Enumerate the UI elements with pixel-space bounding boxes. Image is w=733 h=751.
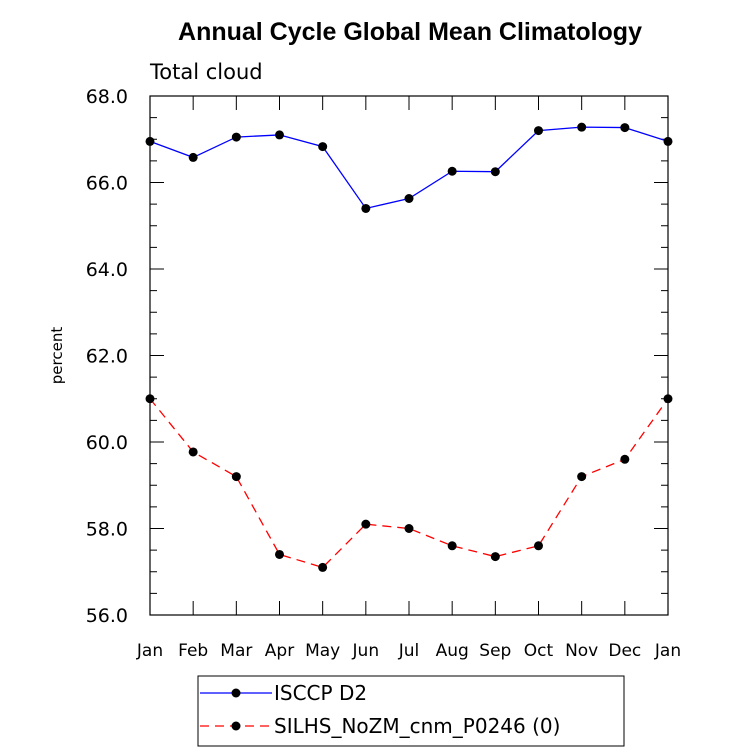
legend-label: SILHS_NoZM_cnm_P0246 (0): [274, 714, 560, 738]
chart-subtitle: Total cloud: [149, 60, 263, 84]
data-point: [275, 130, 284, 140]
data-point: [663, 136, 673, 146]
y-tick-label: 64.0: [86, 259, 128, 281]
y-tick-label: 66.0: [86, 173, 128, 195]
y-tick-label: 58.0: [86, 519, 128, 541]
x-tick-label: Dec: [608, 641, 641, 661]
y-tick-label: 68.0: [86, 86, 128, 108]
plot-frame: [149, 95, 669, 616]
x-tick-label: Nov: [565, 641, 598, 661]
y-tick-label: 62.0: [86, 346, 128, 368]
x-tick-label: Feb: [178, 641, 208, 661]
series-2: [145, 394, 673, 572]
data-point: [361, 203, 371, 213]
data-point: [447, 541, 457, 551]
data-point: [318, 142, 328, 152]
data-point: [231, 472, 241, 482]
data-point: [490, 167, 500, 177]
y-axis-label: percent: [48, 327, 66, 385]
x-tick-label: Oct: [524, 641, 554, 661]
series-line: [149, 398, 669, 569]
x-tick-label: Jan: [136, 641, 163, 661]
data-point: [534, 126, 543, 136]
legend-marker: [231, 688, 241, 698]
data-point: [188, 447, 198, 457]
y-tick-label: 60.0: [86, 432, 128, 454]
data-point: [620, 123, 630, 133]
data-point: [275, 549, 284, 559]
series-1: [145, 122, 673, 213]
series-layer: [145, 122, 673, 572]
legend: ISCCP D2 SILHS_NoZM_cnm_P0246 (0): [197, 675, 625, 747]
data-point: [188, 152, 198, 162]
x-tick-label: Aug: [436, 641, 469, 661]
x-tick-label: Sep: [479, 641, 511, 661]
x-tick-label: Jan: [654, 641, 681, 661]
x-tick-label: May: [305, 641, 340, 661]
x-tick-label: Apr: [265, 641, 294, 661]
data-point: [145, 136, 155, 146]
data-point: [231, 132, 241, 142]
axis-ticks: 56.0 58.0 60.0 62.0 64.0 66.0 68.0 Jan Feb Mar Apr…: [86, 86, 681, 661]
chart-title: Annual Cycle Global Mean Climatology: [178, 18, 642, 46]
data-point: [577, 122, 587, 132]
data-point: [663, 394, 673, 404]
x-tick-label: Jun: [352, 641, 380, 661]
data-point: [404, 524, 414, 533]
data-point: [447, 166, 457, 176]
x-tick-label: Mar: [220, 641, 252, 661]
data-point: [361, 519, 371, 529]
data-point: [620, 454, 630, 464]
legend-marker: [231, 721, 241, 731]
data-point: [490, 552, 500, 562]
legend-label: ISCCP D2: [274, 681, 367, 705]
y-tick-label: 56.0: [86, 605, 128, 627]
x-tick-label: Jul: [398, 641, 420, 661]
legend-box: [197, 675, 625, 747]
data-point: [145, 394, 155, 404]
data-point: [534, 541, 543, 551]
data-point: [577, 472, 587, 482]
data-point: [318, 562, 328, 572]
data-point: [404, 194, 414, 204]
